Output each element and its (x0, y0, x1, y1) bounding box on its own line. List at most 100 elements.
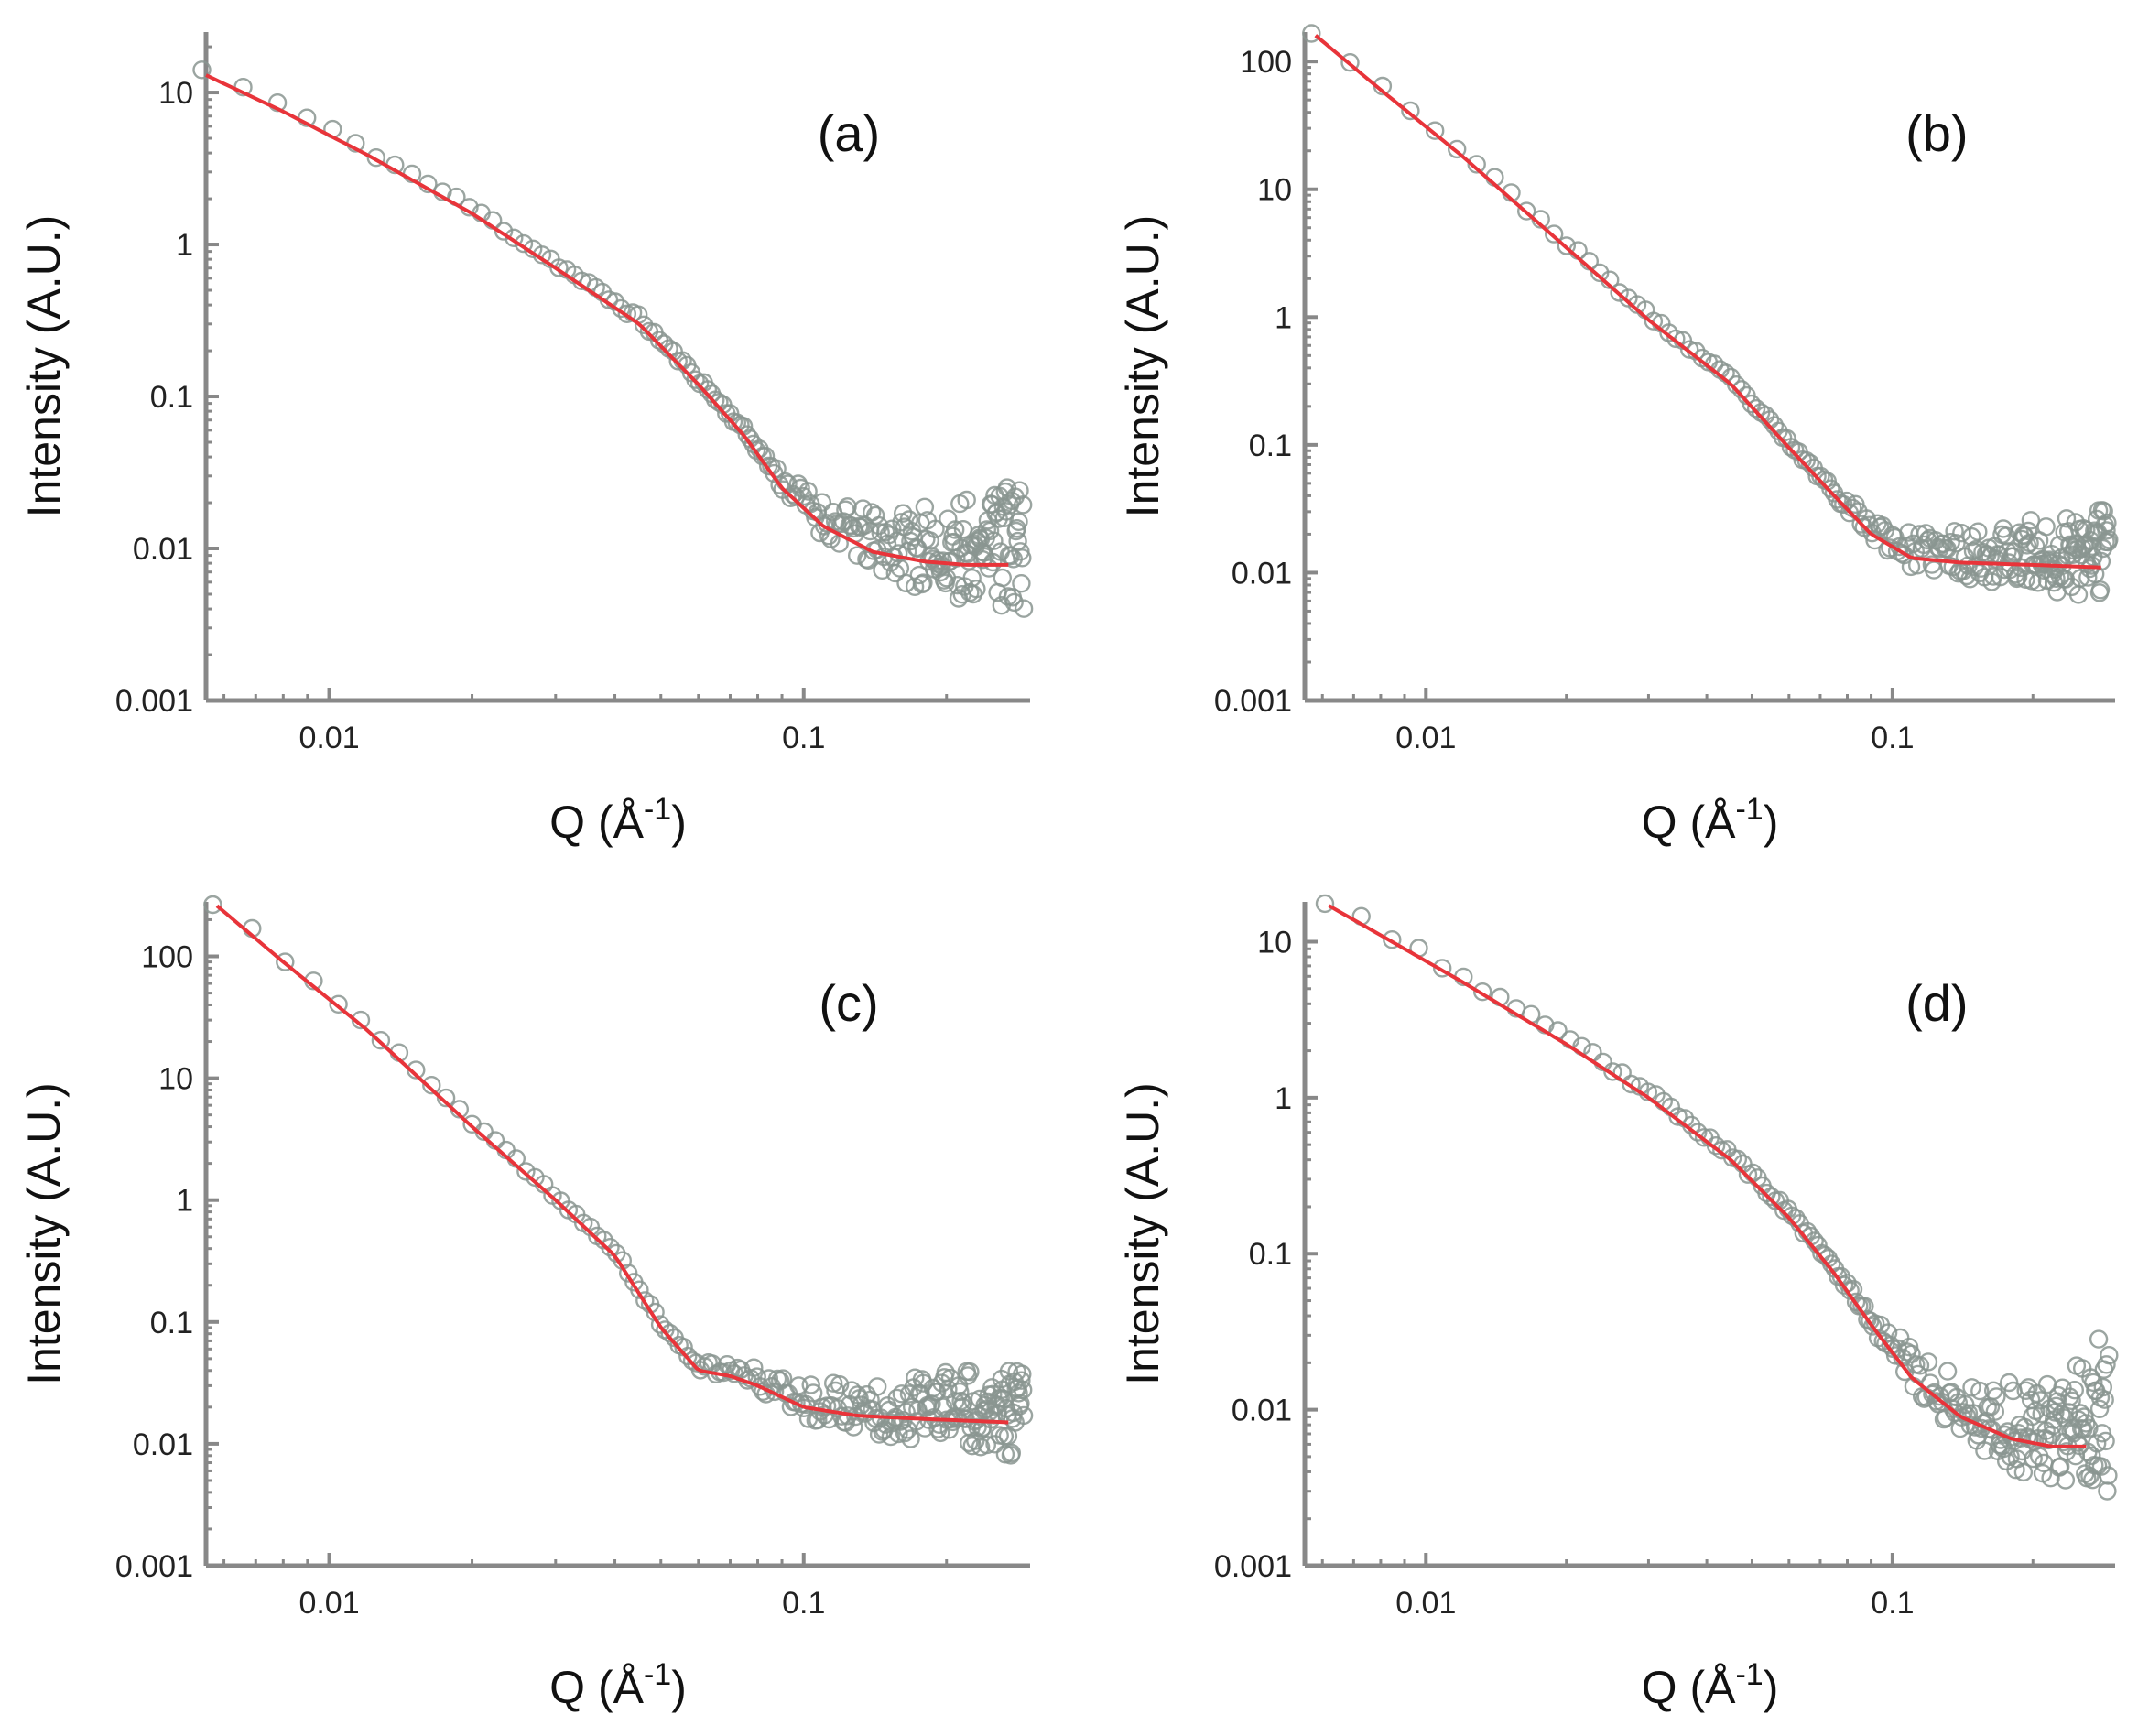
data-point (1622, 1074, 1641, 1094)
data-point (2098, 1481, 2117, 1501)
data-point (831, 514, 852, 534)
data-point (737, 425, 756, 444)
fit-curve (215, 904, 1009, 1425)
x-axis-title-close: ) (671, 1662, 687, 1713)
x-axis-title-main: Q (Å (549, 797, 644, 848)
data-point (1706, 1135, 1726, 1156)
data-point (1544, 224, 1564, 244)
y-axis-title: Intensity (A.U.) (1117, 215, 1168, 518)
data-point (2077, 520, 2096, 539)
data-point (960, 1362, 980, 1382)
panel-label: (a) (818, 104, 880, 162)
data-point (1834, 1275, 1854, 1295)
y-tick-label: 0.1 (150, 1306, 193, 1340)
data-point (1910, 1356, 1930, 1375)
data-point (2006, 1459, 2025, 1480)
data-point (798, 482, 818, 501)
data-point (914, 573, 933, 592)
y-tick-label: 0.001 (1214, 684, 1292, 719)
data-point (868, 1377, 887, 1396)
data-point (1013, 495, 1033, 515)
data-point (2008, 567, 2028, 587)
y-tick-label: 100 (1240, 45, 1292, 80)
data-point (436, 1088, 456, 1108)
data-point (630, 1280, 649, 1299)
data-point (883, 519, 902, 538)
x-axis-title: Q (Å-1) (549, 1657, 687, 1713)
data-point (1013, 548, 1032, 568)
y-tick-label: 0.001 (115, 684, 193, 719)
data-point (1985, 1402, 2005, 1421)
data-point (967, 580, 986, 599)
x-axis-title-exponent: -1 (644, 1657, 671, 1692)
data-point (894, 504, 913, 523)
data-point (2100, 530, 2119, 549)
data-point (329, 994, 348, 1014)
data-point (422, 1075, 441, 1095)
data-point (1472, 982, 1492, 1002)
data-point (993, 568, 1013, 588)
data-points (1302, 24, 2119, 604)
data-point (895, 1423, 915, 1443)
y-tick-label: 0.001 (1214, 1549, 1292, 1584)
data-point (203, 895, 222, 915)
y-tick-label: 1 (176, 1184, 193, 1219)
data-point (1969, 522, 1988, 541)
x-axis-title: Q (Å-1) (1642, 1657, 1779, 1713)
panel-d: 0.001 0.01 0.1 1 10 0.01 0.1 Intensity (A.U.) Q … (1117, 894, 2119, 1713)
data-point (2095, 1390, 2114, 1409)
data-point (896, 1403, 916, 1422)
data-point (1401, 101, 1420, 121)
data-point (1009, 1383, 1028, 1403)
y-tick-label: 0.01 (133, 1427, 193, 1462)
data-point (865, 505, 885, 526)
data-point (686, 370, 705, 389)
data-point (1918, 1352, 1938, 1372)
data-point (1610, 283, 1629, 302)
data-point (1666, 329, 1686, 349)
y-tick-label: 0.001 (115, 1549, 193, 1584)
data-point (1014, 599, 1034, 618)
x-tick-label: 0.01 (298, 721, 359, 755)
data-point (1002, 1443, 1022, 1463)
data-point (1727, 375, 1746, 395)
x-axis-title: Q (Å-1) (549, 792, 687, 848)
data-point (1516, 201, 1536, 221)
data-point (2013, 1462, 2034, 1482)
data-point (1557, 236, 1577, 255)
data-point (1447, 139, 1467, 159)
y-axis-title: Intensity (A.U.) (18, 215, 70, 518)
panel-c: 0.001 0.01 0.1 1 10 100 0.01 0.1 Intensity (A.U.… (18, 895, 1034, 1713)
data-point (2099, 1466, 2118, 1485)
data-point (889, 1424, 908, 1444)
data-point (1746, 399, 1766, 418)
x-tick-label: 0.1 (1871, 1586, 1914, 1621)
data-point (1821, 479, 1840, 498)
data-point (1007, 519, 1026, 538)
data-points (1315, 894, 2119, 1501)
data-point (1012, 574, 1031, 593)
data-point (1960, 570, 1980, 589)
data-point (912, 574, 932, 594)
data-point (635, 1291, 655, 1310)
data-point (767, 1369, 787, 1389)
y-tick-label: 100 (141, 940, 193, 975)
data-point (2018, 521, 2038, 541)
data-point (1962, 1378, 1981, 1397)
data-point (494, 222, 514, 241)
data-point (2016, 1381, 2035, 1401)
data-point (914, 1373, 933, 1393)
y-tick-label: 10 (158, 1062, 193, 1097)
data-point (1425, 121, 1445, 140)
data-point (804, 1383, 823, 1403)
data-point (1010, 481, 1029, 500)
data-point (2093, 1377, 2113, 1397)
data-point (2091, 551, 2111, 571)
data-point (2096, 1431, 2115, 1451)
data-point (1004, 1403, 1024, 1423)
fit-curve (205, 73, 1009, 567)
data-point (801, 1375, 820, 1394)
data-point (1014, 1405, 1034, 1426)
data-point (1644, 311, 1664, 331)
data-point (2021, 511, 2041, 530)
